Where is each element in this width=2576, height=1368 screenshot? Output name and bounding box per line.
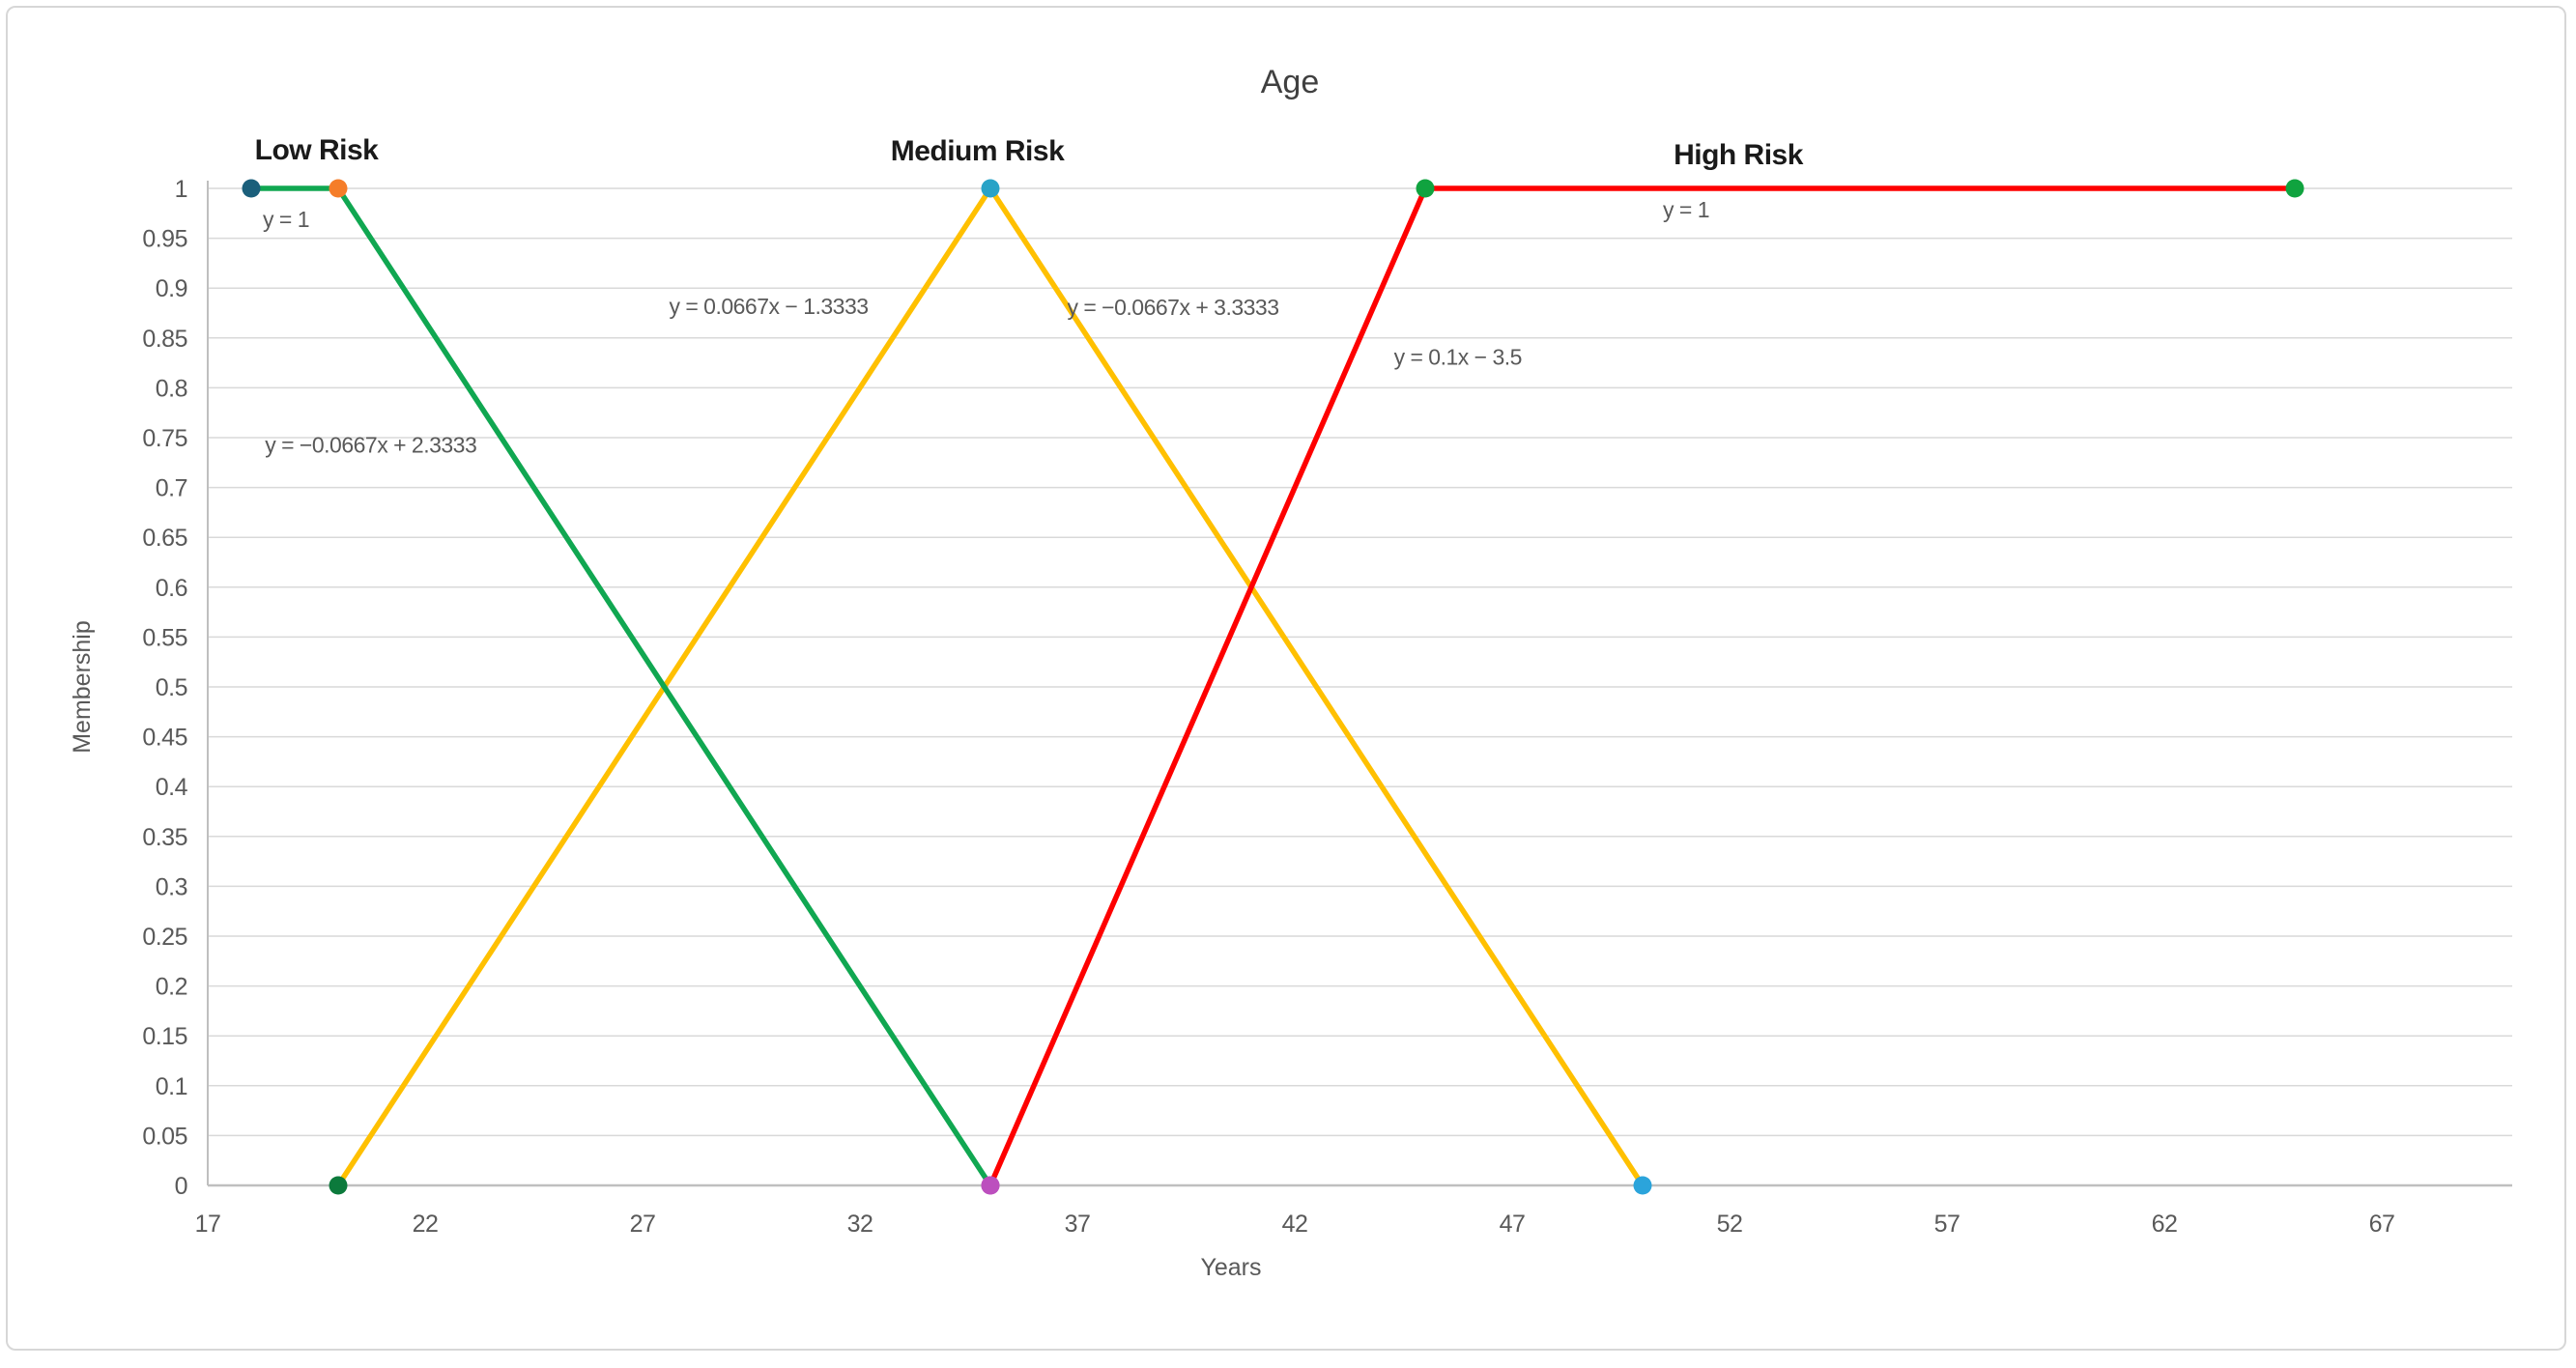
y-tick-label: 0.25	[142, 924, 187, 951]
y-tick-label: 0.65	[142, 525, 187, 552]
equation-annotation: y = 1	[1663, 197, 1709, 222]
y-tick-label: 0.85	[142, 326, 187, 353]
x-tick-label: 57	[1934, 1211, 1961, 1238]
gridlines	[208, 187, 2512, 1137]
axes	[207, 181, 2512, 1187]
equation-annotation: y = 0.1x − 3.5	[1394, 345, 1522, 370]
y-tick-label: 0.8	[156, 375, 187, 402]
equation-annotation: y = 0.0667x − 1.3333	[669, 294, 868, 319]
x-axis-title: Years	[1200, 1254, 1261, 1281]
chart-frame: 17 22 27 32 37 42 47 52 57 62 67 0 0.05 0.1 0.15 0.2 0.2…	[6, 6, 2566, 1351]
x-tick-label: 17	[195, 1211, 221, 1238]
y-tick-label: 0.6	[156, 575, 187, 602]
x-tick-label: 37	[1065, 1211, 1091, 1238]
data-point-marker	[1416, 179, 1435, 198]
tick-labels: 17 22 27 32 37 42 47 52 57 62 67 0 0.05 0.1 0.15 0.2 0.2…	[142, 176, 2395, 1238]
series-label: Low Risk	[255, 134, 380, 166]
y-tick-label: 0.55	[142, 624, 187, 651]
y-tick-label: 0.9	[156, 275, 187, 302]
y-tick-label: 0.05	[142, 1123, 187, 1150]
data-point-marker	[1633, 1176, 1652, 1195]
y-tick-label: 0.7	[156, 475, 187, 502]
data-point-marker	[981, 179, 1000, 198]
x-tick-label: 27	[630, 1211, 656, 1238]
y-tick-label: 0.1	[156, 1073, 187, 1100]
data-point-marker	[242, 179, 261, 198]
series-label: Medium Risk	[891, 135, 1065, 167]
y-tick-label: 0.4	[156, 774, 188, 801]
y-tick-label: 0.95	[142, 226, 187, 253]
x-tick-label: 47	[1500, 1211, 1526, 1238]
x-tick-label: 52	[1717, 1211, 1743, 1238]
y-tick-label: 0.3	[156, 873, 187, 900]
data-point-marker	[981, 1176, 1000, 1195]
equation-annotation: y = −0.0667x + 2.3333	[265, 432, 476, 457]
equation-annotation: y = −0.0667x + 3.3333	[1067, 295, 1278, 320]
data-point-marker	[329, 1176, 348, 1195]
equation-annotation: y = 1	[263, 207, 309, 232]
x-tick-label: 32	[847, 1211, 873, 1238]
y-tick-label: 0.2	[156, 974, 187, 1001]
annotations: Low Risk Medium Risk High Risk y = 1 y = −0.…	[255, 134, 1805, 457]
membership-function-chart: 17 22 27 32 37 42 47 52 57 62 67 0 0.05 0.1 0.15 0.2 0.2…	[69, 64, 2512, 1281]
series-markers	[242, 179, 2304, 1195]
x-tick-label: 22	[413, 1211, 439, 1238]
y-tick-label: 0	[175, 1173, 187, 1200]
data-point-marker	[2285, 179, 2304, 198]
series-label: High Risk	[1674, 139, 1804, 171]
y-tick-label: 0.45	[142, 725, 187, 752]
y-tick-label: 1	[175, 176, 187, 203]
x-tick-label: 42	[1282, 1211, 1308, 1238]
x-tick-label: 62	[2152, 1211, 2178, 1238]
y-tick-label: 0.75	[142, 425, 187, 452]
data-point-marker	[329, 179, 348, 198]
y-tick-label: 0.35	[142, 824, 187, 851]
y-axis-title: Membership	[69, 620, 96, 754]
y-tick-label: 0.15	[142, 1023, 187, 1050]
x-tick-label: 67	[2369, 1211, 2395, 1238]
y-tick-label: 0.5	[156, 674, 187, 701]
chart-title: Age	[1261, 64, 1320, 100]
